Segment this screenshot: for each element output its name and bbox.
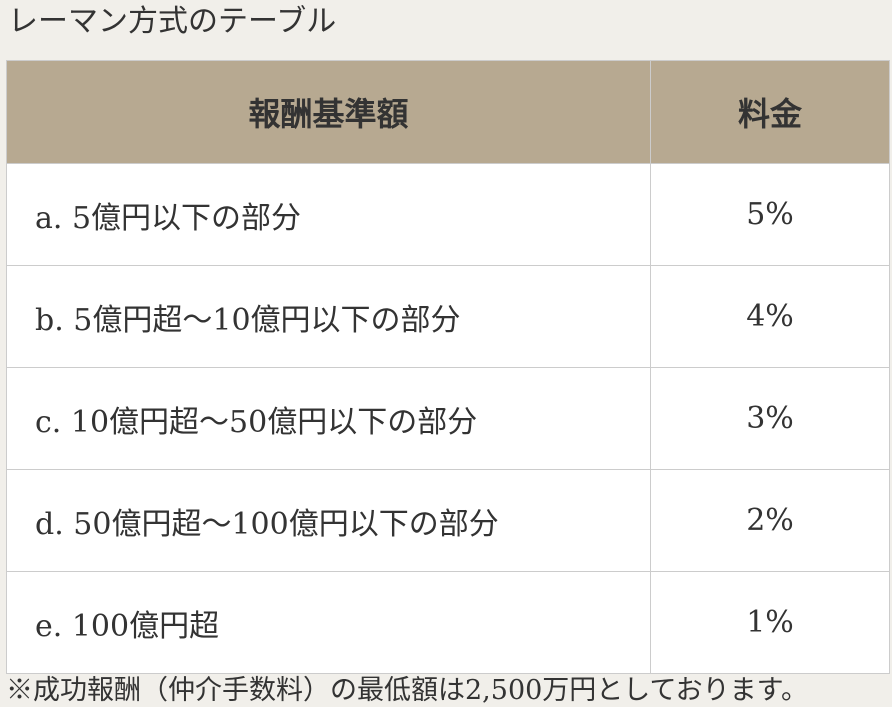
table-row: a. 5億円以下の部分 5% [6,163,890,266]
footnote: ※成功報酬（仲介手数料）の最低額は2,500万円としております。 [6,675,808,706]
rate-cell: 1% [650,571,890,674]
table-row: d. 50億円超〜100億円以下の部分 2% [6,469,890,572]
range-cell: b. 5億円超〜10億円以下の部分 [6,265,651,368]
header-row: 報酬基準額 料金 [6,60,890,164]
range-cell: e. 100億円超 [6,571,651,674]
table-row: e. 100億円超 1% [6,571,890,674]
rate-cell: 2% [650,469,890,572]
table-row: c. 10億円超〜50億円以下の部分 3% [6,367,890,470]
header-cell: 料金 [650,60,890,164]
table-body: a. 5億円以下の部分 5% b. 5億円超〜10億円以下の部分 4% c. 10億円超… [6,163,890,674]
title: レーマン方式のテーブル [8,4,337,39]
range-cell: c. 10億円超〜50億円以下の部分 [6,367,651,470]
rate-cell: 5% [650,163,890,266]
range-cell: d. 50億円超〜100億円以下の部分 [6,469,651,572]
range-cell: a. 5億円以下の部分 [6,163,651,266]
header-cell: 報酬基準額 [6,60,651,164]
rate-cell: 3% [650,367,890,470]
table-row: b. 5億円超〜10億円以下の部分 4% [6,265,890,368]
table: 報酬基準額 料金 a. 5億円以下の部分 5% b. 5億円超〜10億円以下の部分 4… [6,60,890,674]
rate-cell: 4% [650,265,890,368]
